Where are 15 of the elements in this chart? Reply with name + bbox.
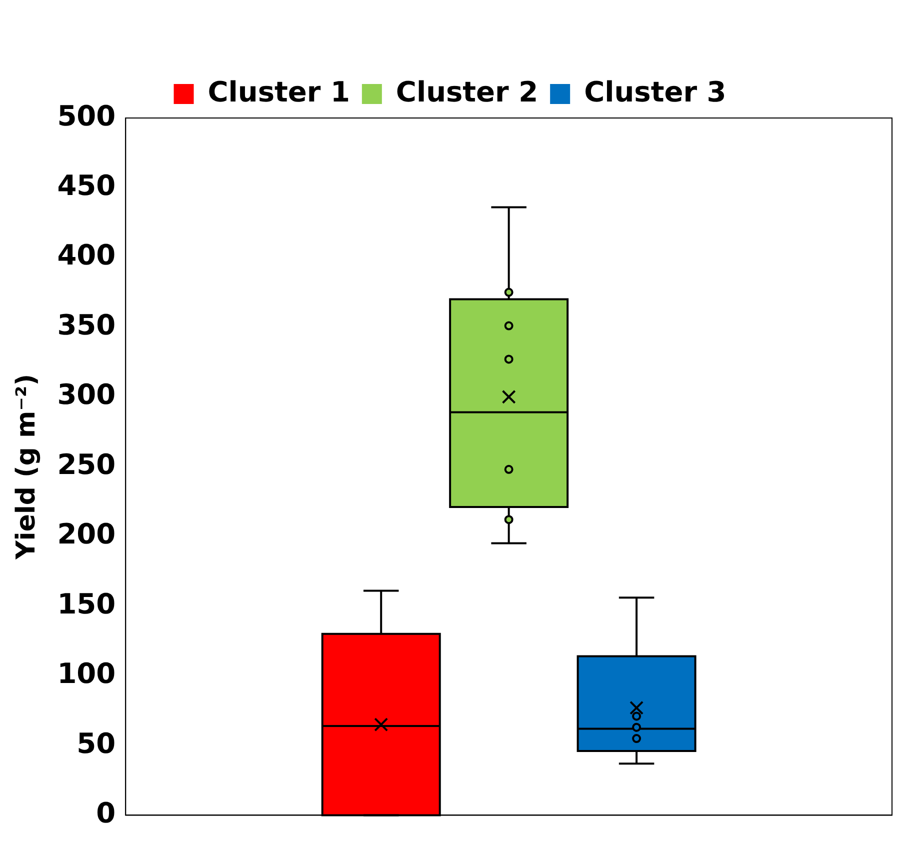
legend-label: Cluster 2 <box>396 75 538 108</box>
y-tick-label: 300 <box>57 378 116 412</box>
y-tick-label: 500 <box>57 99 116 132</box>
y-tick-label: 400 <box>57 238 116 272</box>
legend-label: Cluster 3 <box>584 75 726 108</box>
y-tick-label: 150 <box>57 587 116 620</box>
y-tick-label: 450 <box>57 169 116 202</box>
legend-label: Cluster 1 <box>208 75 350 108</box>
y-tick-label: 100 <box>57 657 116 690</box>
y-tick-label: 350 <box>57 308 116 342</box>
y-tick-label: 0 <box>96 796 116 830</box>
y-tick-label: 200 <box>57 518 116 551</box>
y-tick-label: 250 <box>57 448 116 481</box>
y-tick-label: 50 <box>76 726 116 760</box>
y-axis-title: Yield (g m⁻²) <box>11 374 42 560</box>
